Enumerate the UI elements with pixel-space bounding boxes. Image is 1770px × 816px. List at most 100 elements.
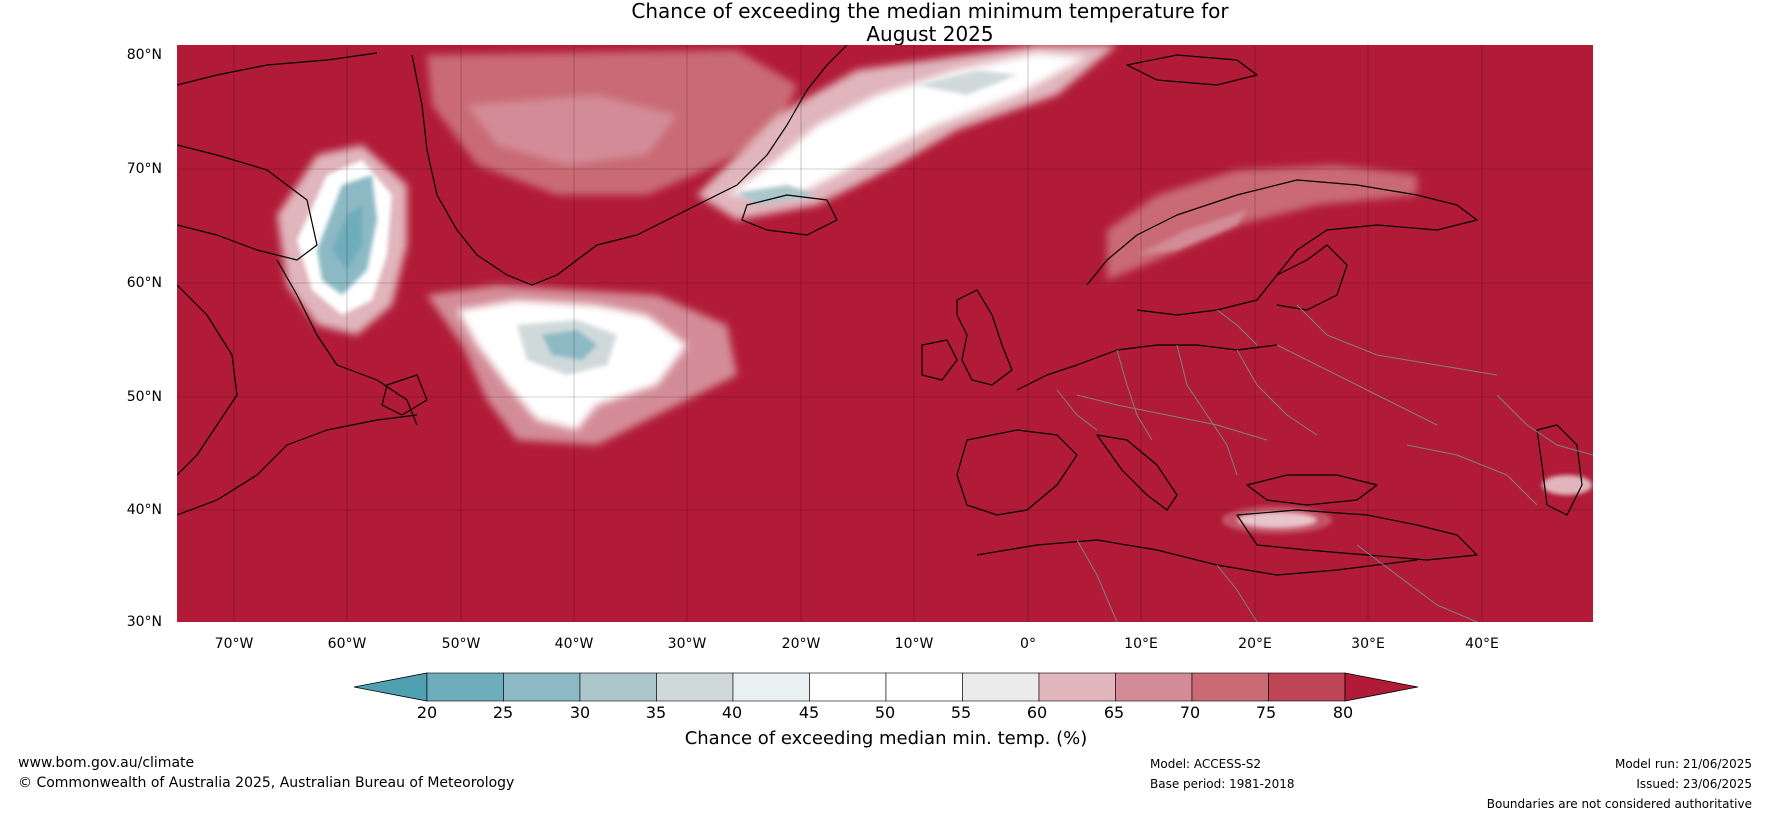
border-7 (1216, 309, 1258, 346)
lat-label-80n: 80°N (126, 47, 162, 63)
colorbar-tick-70: 70 (1179, 703, 1201, 722)
colorbar-segment (1191, 672, 1269, 702)
lat-label-30n: 30°N (126, 614, 162, 630)
lon-label-40w: 40°W (554, 636, 594, 652)
coast-baffin (177, 144, 318, 261)
coast-svalbard (1126, 54, 1258, 86)
colorbar-tick-60: 60 (1026, 703, 1048, 722)
contour-70-scandinavia (1107, 165, 1417, 280)
colorbar-tick-50: 50 (874, 703, 896, 722)
border-12 (1076, 539, 1118, 622)
colorbar (354, 672, 1418, 702)
lon-label-10e: 10°E (1124, 636, 1158, 652)
colorbar-tick-30: 30 (569, 703, 591, 722)
colorbar-segment (503, 672, 581, 702)
coast-black-sea (1246, 474, 1378, 506)
lat-label-70n: 70°N (126, 161, 162, 177)
lon-label-0: 0° (1020, 636, 1036, 652)
lon-label-50w: 50°W (441, 636, 481, 652)
colorbar-extend-low (354, 672, 428, 702)
lon-label-20e: 20°E (1238, 636, 1272, 652)
coast-hudson (177, 284, 238, 476)
coast-iceland (741, 194, 838, 236)
colorbar-extend-high (1344, 672, 1418, 702)
colorbar-segment (732, 672, 810, 702)
colorbar-segments (354, 672, 1418, 702)
coast-greenland (411, 45, 848, 286)
contour-65-caspian (1542, 475, 1592, 495)
contour-25-labrador (332, 205, 362, 270)
colorbar-tick-65: 65 (1103, 703, 1125, 722)
contour-35-arctic-band (737, 185, 817, 205)
coast-ellesmere (177, 52, 378, 86)
coast-italy (1096, 434, 1178, 511)
lat-label-50n: 50°N (126, 389, 162, 405)
lon-label-10w: 10°W (894, 636, 934, 652)
footer-url: www.bom.gov.au/climate (18, 755, 195, 771)
coast-turkey (1236, 509, 1478, 561)
lon-label-40e: 40°E (1465, 636, 1499, 652)
border-3 (1176, 344, 1238, 476)
footer-disclaimer: Boundaries are not considered authoritat… (1486, 797, 1752, 811)
colorbar-segment (656, 672, 734, 702)
border-13 (1496, 394, 1593, 456)
colorbar-segment (962, 672, 1040, 702)
lon-label-60w: 60°W (327, 636, 367, 652)
border-5 (1276, 344, 1438, 426)
colorbar-tick-45: 45 (798, 703, 820, 722)
border-9 (1406, 444, 1538, 506)
contour-30-atlantic (542, 330, 597, 360)
colorbar-segment (1038, 672, 1116, 702)
colorbar-tick-75: 75 (1255, 703, 1277, 722)
contour-70-black-sea (1222, 506, 1332, 534)
border-10 (1356, 544, 1478, 622)
lon-label-30e: 30°E (1351, 636, 1385, 652)
border-4 (1236, 349, 1318, 436)
border-6 (1296, 304, 1498, 376)
colorbar-segment (426, 672, 504, 702)
coast-iberia (956, 429, 1078, 516)
lon-label-20w: 20°W (781, 636, 821, 652)
coast-north-america (177, 414, 418, 516)
colorbar-segment (885, 672, 963, 702)
country-borders (1056, 304, 1593, 622)
footer-base-period: Base period: 1981-2018 (1150, 777, 1295, 791)
colorbar-segment (809, 672, 887, 702)
coast-labrador (276, 259, 418, 426)
map-canvas (177, 45, 1593, 622)
border-1 (1056, 389, 1098, 431)
colorbar-tick-55: 55 (950, 703, 972, 722)
border-2 (1116, 349, 1153, 441)
lat-label-40n: 40°N (126, 502, 162, 518)
lat-label-60n: 60°N (126, 275, 162, 291)
contour-65-scandinavia (1137, 210, 1247, 255)
footer-copyright: © Commonwealth of Australia 2025, Austra… (18, 775, 515, 791)
colorbar-segment (1115, 672, 1193, 702)
graticule (177, 45, 1593, 622)
colorbar-segment (1268, 672, 1346, 702)
footer-issued: Issued: 23/06/2025 (1636, 777, 1752, 791)
coast-newfoundland (381, 374, 428, 416)
coast-scandinavia (1086, 179, 1478, 316)
colorbar-segment (579, 672, 657, 702)
coast-ireland (921, 339, 958, 381)
contour-65-greenland (467, 95, 677, 165)
colorbar-label: Chance of exceeding median min. temp. (%… (684, 728, 1088, 749)
map-title-line1: Chance of exceeding the median minimum t… (631, 0, 1229, 23)
contour-55-arctic-band (727, 53, 1087, 195)
colorbar-tick-20: 20 (416, 703, 438, 722)
map-title: Chance of exceeding the median minimum t… (0, 0, 1770, 46)
map-title-line2: August 2025 (866, 22, 994, 46)
coast-europe (1016, 344, 1278, 391)
border-11 (1216, 564, 1258, 622)
colorbar-tick-35: 35 (645, 703, 667, 722)
colorbar-tick-25: 25 (492, 703, 514, 722)
lon-label-30w: 30°W (667, 636, 707, 652)
lon-label-70w: 70°W (214, 636, 254, 652)
probability-contours (277, 45, 1592, 534)
coast-finland (1276, 244, 1348, 311)
contour-40-arctic-band (917, 70, 1017, 95)
coast-caspian (1536, 424, 1583, 516)
footer-model-run: Model run: 21/06/2025 (1614, 757, 1752, 771)
footer-model: Model: ACCESS-S2 (1150, 757, 1262, 771)
